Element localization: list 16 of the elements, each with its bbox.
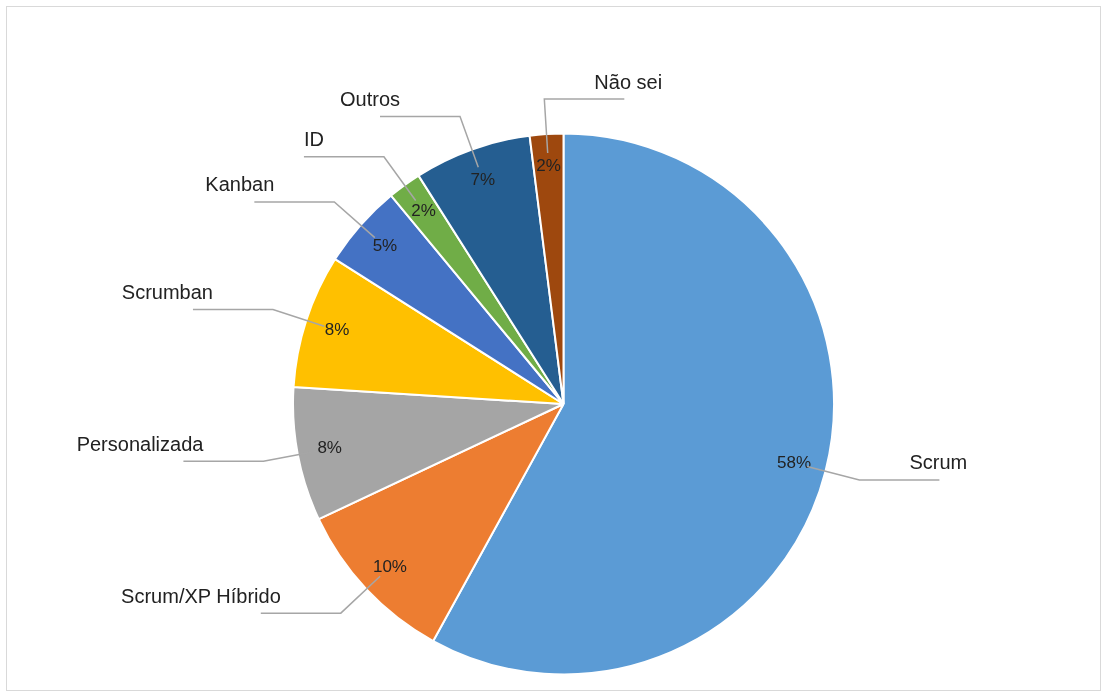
data-label: 2% [411,201,436,221]
data-label: 8% [317,438,342,458]
slice-label: Scrum [909,451,968,474]
data-label: 5% [372,236,398,256]
data-label: 8% [324,320,350,340]
slice-label: Scrumban [121,281,213,304]
data-label: 58% [777,452,812,472]
slice-label: ID [303,128,324,151]
slice-label: Não sei [594,70,663,93]
data-label: 7% [470,169,496,189]
data-label: 10% [372,556,407,576]
slice-label: Kanban [205,173,275,196]
slice-label: Personalizada [76,432,205,455]
slice-label: Outros [339,88,401,111]
data-label: 2% [536,156,561,176]
slice-label: Scrum/XP Híbrido [121,584,281,607]
